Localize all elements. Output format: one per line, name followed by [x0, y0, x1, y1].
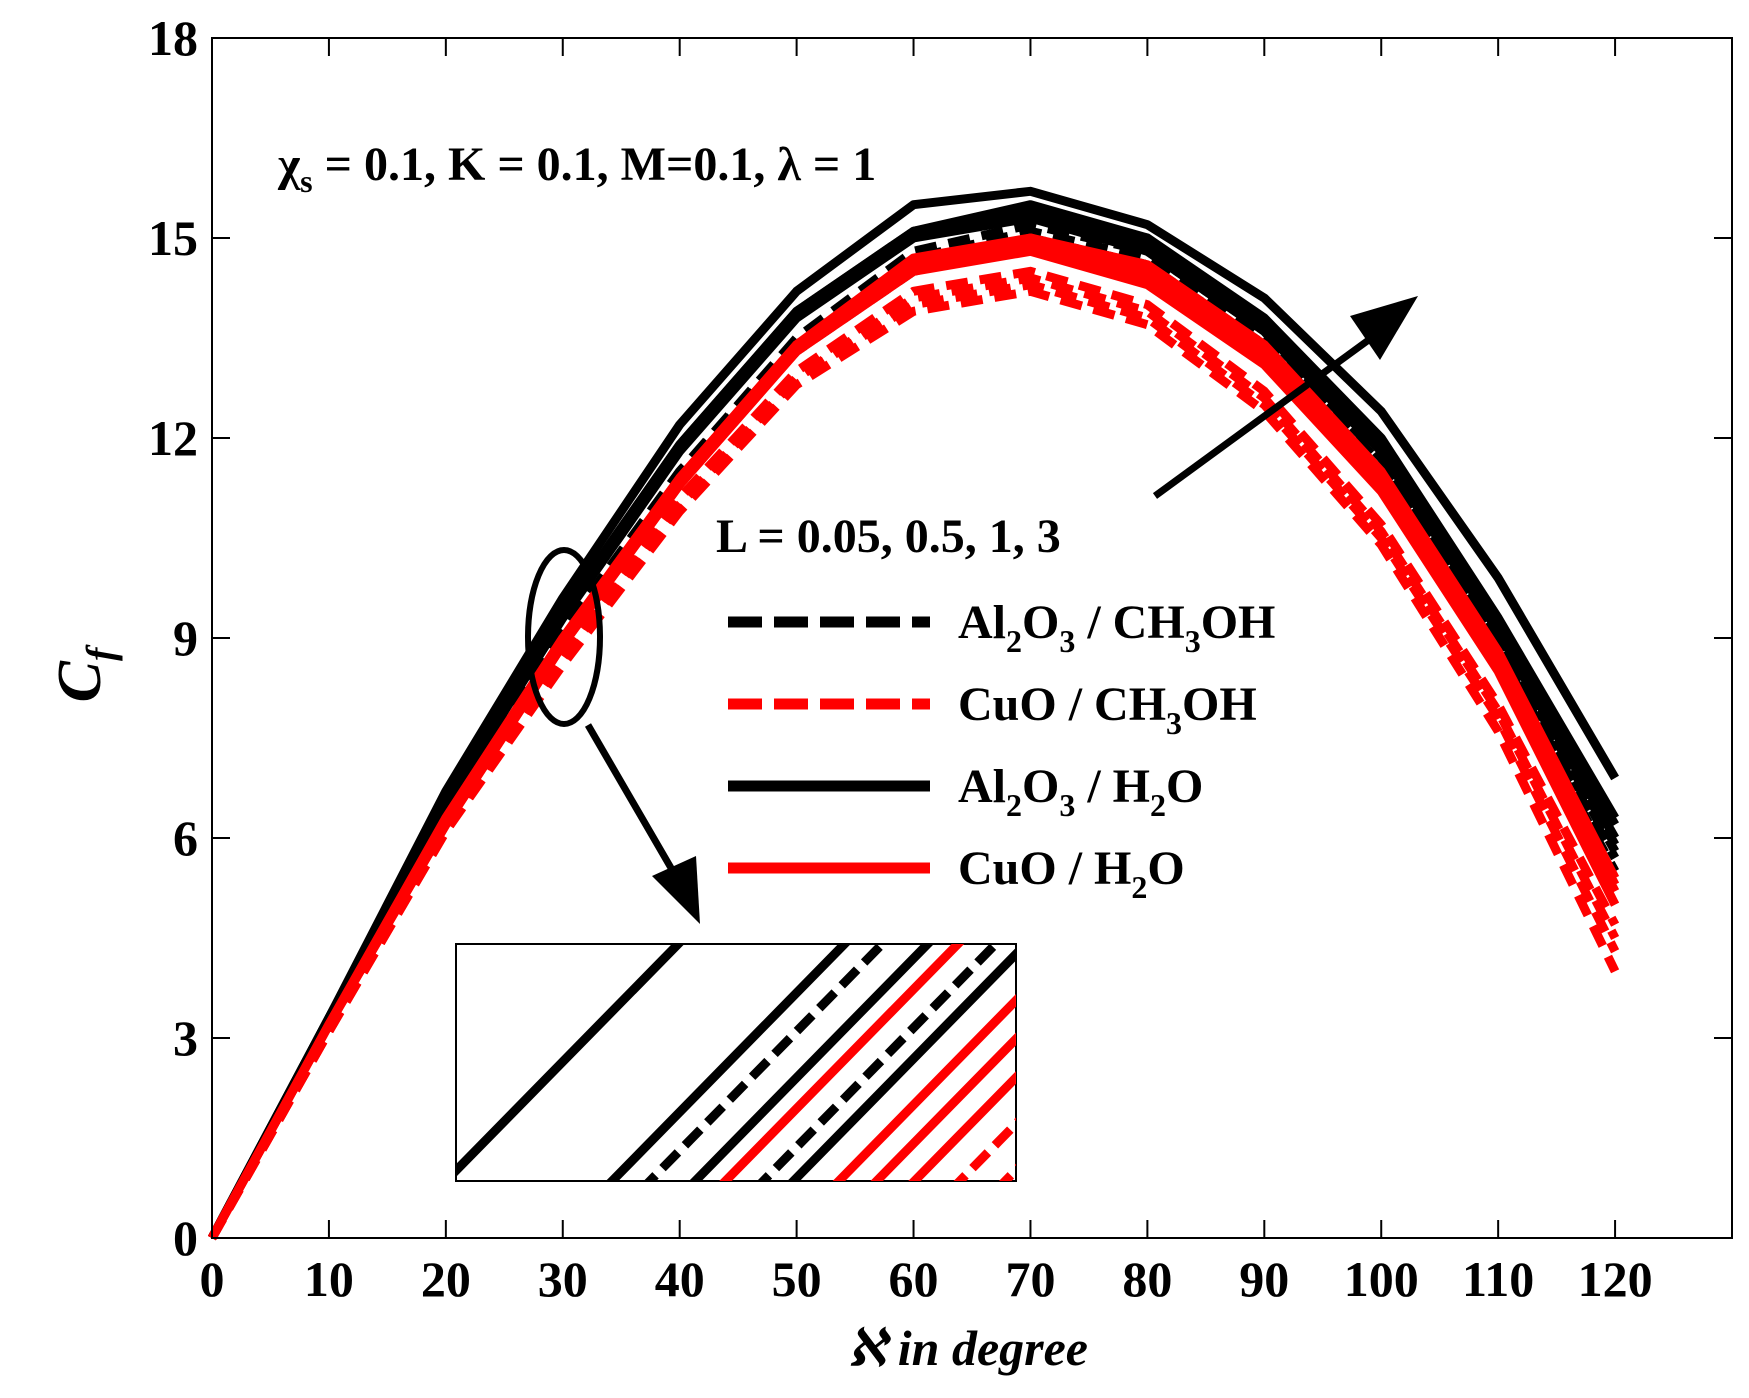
inset-line-0 [456, 944, 685, 1178]
curves-layer [208, 186, 1620, 1241]
zoom-ellipse [525, 547, 603, 727]
x-tick-label: 110 [1462, 1251, 1534, 1307]
legend-label-part: 3 [1166, 705, 1182, 741]
x-tick-label: 40 [655, 1251, 705, 1307]
inset-line-4 [719, 944, 965, 1181]
parameters-rest: = 0.1, K = 0.1, M=0.1, λ = 1 [313, 138, 877, 191]
zoom-arrow [584, 723, 700, 924]
legend-label-part: O [1166, 760, 1203, 813]
y-axis-title: Cf [46, 644, 123, 702]
y-tick-label: 12 [148, 410, 198, 466]
y-tick-label: 0 [173, 1210, 198, 1266]
y-axis-title-main: C [46, 660, 114, 702]
inset-lines [456, 944, 1016, 1181]
x-tick-label: 80 [1122, 1251, 1172, 1307]
y-tick-label: 15 [148, 210, 198, 266]
trend-arrow [1152, 296, 1418, 499]
legend-label-part: CuO / CH [958, 678, 1166, 731]
inset-line-8 [870, 1032, 1016, 1181]
legend-label-0: Al2O3 / CH3OH [958, 596, 1275, 659]
inset-line-6 [787, 947, 1016, 1181]
x-tick-label: 60 [889, 1251, 939, 1307]
x-tick-label: 10 [304, 1251, 354, 1307]
legend-label-2: Al2O3 / H2O [958, 760, 1203, 823]
x-axis-title-symbol: ℵ [848, 1320, 892, 1376]
x-tick-label: 100 [1344, 1251, 1419, 1307]
legend-label-part: 2 [1006, 623, 1022, 659]
legend-label-3: CuO / H2O [958, 842, 1185, 905]
x-tick-label: 120 [1578, 1251, 1653, 1307]
inset [455, 943, 1017, 1182]
inset-line-3 [688, 944, 934, 1181]
legend-label-part: Al [958, 596, 1006, 649]
parameters-chi: χ [277, 138, 301, 191]
legend-label-part: O [1022, 596, 1059, 649]
y-tick-label: 9 [173, 610, 198, 666]
legend-label-part: Al [958, 760, 1006, 813]
x-tick-label: 50 [772, 1251, 822, 1307]
parameters-chi-sub: s [300, 163, 312, 199]
series-line-2-3 [208, 186, 1619, 1241]
legend-label-part: 2 [1131, 869, 1147, 905]
y-tick-label: 6 [173, 810, 198, 866]
x-tick-label: 90 [1239, 1251, 1289, 1307]
legend-label-part: CuO / H [958, 842, 1131, 895]
ticks-layer: 0 10 20 30 40 50 60 70 80 90 100 110 120 0 3 6 9 12 15 18 [148, 10, 1732, 1307]
inset-line-7 [832, 993, 1016, 1181]
legend-label-part: 2 [1006, 787, 1022, 823]
x-tick-label: 30 [538, 1251, 588, 1307]
series-line-3-3 [208, 233, 1620, 1241]
legend-label-part: / CH [1075, 596, 1184, 649]
legend-label-part: OH [1182, 678, 1257, 731]
inset-line-1 [605, 944, 851, 1181]
varying-parameter-label: L = 0.05, 0.5, 1, 3 [716, 510, 1061, 563]
x-axis-title: ℵ in degree [848, 1320, 1088, 1376]
legend-label-part: 2 [1150, 787, 1166, 823]
series-line-1-2 [208, 273, 1620, 1241]
y-tick-label: 18 [148, 10, 198, 66]
inset-line-9 [908, 1071, 1016, 1181]
x-tick-label: 20 [421, 1251, 471, 1307]
legend-label-part: 3 [1185, 623, 1201, 659]
series-line-1-3 [208, 266, 1620, 1241]
legend-label-part: O [1022, 760, 1059, 813]
legend-label-part: 3 [1059, 623, 1075, 659]
legend-label-part: 3 [1059, 787, 1075, 823]
x-tick-label: 70 [1005, 1251, 1055, 1307]
legend-label-part: / H [1075, 760, 1150, 813]
legend-label-part: OH [1201, 596, 1276, 649]
y-axis-title-sub: f [78, 644, 123, 661]
legend-label-1: CuO / CH3OH [958, 678, 1257, 741]
x-tick-label: 0 [200, 1251, 225, 1307]
legend-label-part: O [1147, 842, 1184, 895]
y-tick-label: 3 [173, 1010, 198, 1066]
parameters-label: χs = 0.1, K = 0.1, M=0.1, λ = 1 [277, 138, 876, 199]
x-axis-title-text: in degree [885, 1320, 1088, 1376]
